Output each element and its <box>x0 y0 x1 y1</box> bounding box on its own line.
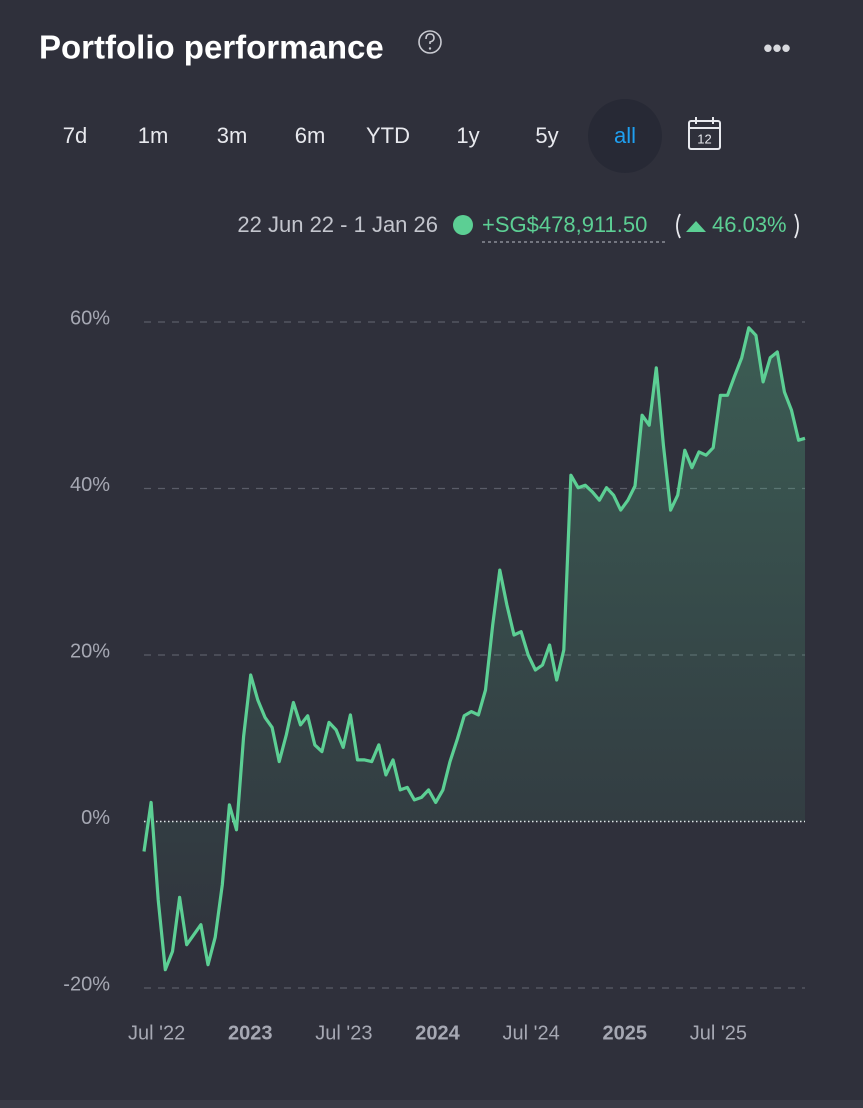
menu-button[interactable]: ••• <box>763 33 790 63</box>
return: 46.03% <box>712 212 787 237</box>
date-range: 22 Jun 22 - 1 Jan 26 <box>237 212 438 237</box>
line <box>142 326 806 972</box>
x-tick-label: 2023 <box>228 1022 273 1044</box>
gain[interactable]: +SG$478,911.50 <box>482 212 647 237</box>
x-tick-label: Jul '25 <box>690 1022 747 1044</box>
range-button[interactable]: 3m <box>217 123 248 148</box>
range-button[interactable]: 1m <box>138 123 169 148</box>
help-icon[interactable] <box>418 30 442 54</box>
title: Portfolio performance <box>39 29 384 66</box>
area <box>144 327 805 970</box>
y-tick-label: 60% <box>70 307 110 329</box>
range-buttons: 7d 1m 3m 6m YTD 1y 5y all <box>63 99 662 173</box>
y-tick-label: 20% <box>70 640 110 662</box>
paren <box>676 213 681 239</box>
range-button[interactable]: 1y <box>456 123 479 148</box>
range-button[interactable]: 5y <box>535 123 558 148</box>
x-tick-label: Jul '24 <box>503 1022 560 1044</box>
y-tick-label: 0% <box>81 807 110 829</box>
paren <box>794 213 799 239</box>
button-highlight <box>588 99 662 173</box>
range-button[interactable]: all <box>614 123 636 148</box>
chart: -20% 0% 20% 40% 60% Jul '22 2023 Jul '23 2024 Jul… <box>63 307 806 1044</box>
up-arrow <box>686 221 706 232</box>
range-button[interactable]: 6m <box>295 123 326 148</box>
bottom-bar <box>0 1100 863 1108</box>
calendar-day: 12 <box>697 131 711 146</box>
x-tick-label: Jul '22 <box>128 1022 185 1044</box>
x-tick-label: 2025 <box>602 1022 647 1044</box>
y-tick-label: -20% <box>63 973 110 995</box>
range-button[interactable]: 7d <box>63 123 87 148</box>
x-tick-label: 2024 <box>415 1022 460 1044</box>
x-tick-label: Jul '23 <box>315 1022 372 1044</box>
legend-dot <box>453 215 473 235</box>
calendar-button[interactable]: 12 <box>688 117 721 150</box>
y-tick-label: 40% <box>70 474 110 496</box>
range-button[interactable]: YTD <box>366 123 410 148</box>
